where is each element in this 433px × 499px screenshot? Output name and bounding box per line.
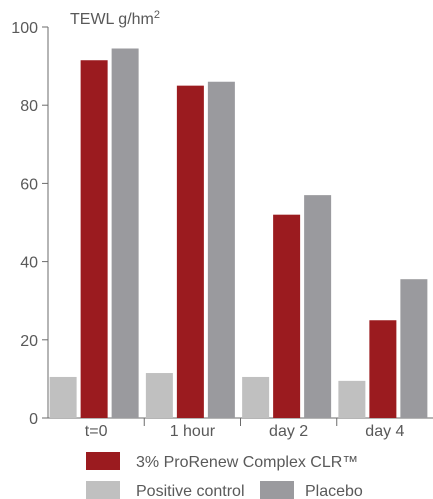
y-axis-title-superscript: 2	[154, 9, 160, 21]
legend-label-positive-control: Positive control	[136, 483, 245, 499]
x-tick-label: t=0	[85, 423, 108, 440]
y-tick-label: 80	[20, 98, 38, 115]
bar-placebo-3	[400, 279, 428, 418]
x-tick-label: day 4	[365, 423, 404, 440]
legend-swatch-3-prorenew-complex-clr	[86, 452, 120, 470]
bars	[49, 48, 428, 419]
bar-positive-control-0	[49, 376, 77, 418]
bar-3-prorenew-complex-clr-3	[369, 320, 397, 418]
legend-swatch-positive-control	[86, 481, 120, 499]
legend-label-3-prorenew-complex-clr: 3% ProRenew Complex CLR™	[136, 454, 358, 471]
x-tick-label: 1 hour	[170, 423, 216, 440]
bar-positive-control-1	[145, 373, 173, 418]
y-tick-label: 40	[20, 255, 38, 272]
y-axis: 0 20 40 60 80 100	[11, 20, 49, 428]
y-tick-label: 0	[29, 411, 38, 428]
y-axis-title: TEWL g/hm2	[70, 9, 160, 28]
legend: 3% ProRenew Complex CLR™ Positive control…	[86, 452, 363, 499]
bar-positive-control-3	[338, 380, 366, 418]
y-tick-label: 100	[11, 20, 38, 37]
bar-positive-control-2	[242, 376, 270, 418]
y-axis-title-main: TEWL g/hm	[70, 11, 154, 28]
bar-3-prorenew-complex-clr-2	[273, 214, 301, 418]
bar-3-prorenew-complex-clr-0	[80, 60, 108, 419]
x-tick-label: day 2	[269, 423, 308, 440]
legend-label-placebo: Placebo	[305, 483, 363, 499]
legend-swatch-placebo	[260, 481, 294, 499]
x-axis: t=0 1 hour day 2 day 4	[48, 417, 433, 440]
y-tick-label: 20	[20, 333, 38, 350]
bar-placebo-1	[207, 81, 235, 419]
y-tick-label: 60	[20, 176, 38, 193]
bar-placebo-2	[304, 195, 332, 418]
bar-placebo-0	[111, 48, 139, 418]
bar-3-prorenew-complex-clr-1	[176, 85, 204, 419]
